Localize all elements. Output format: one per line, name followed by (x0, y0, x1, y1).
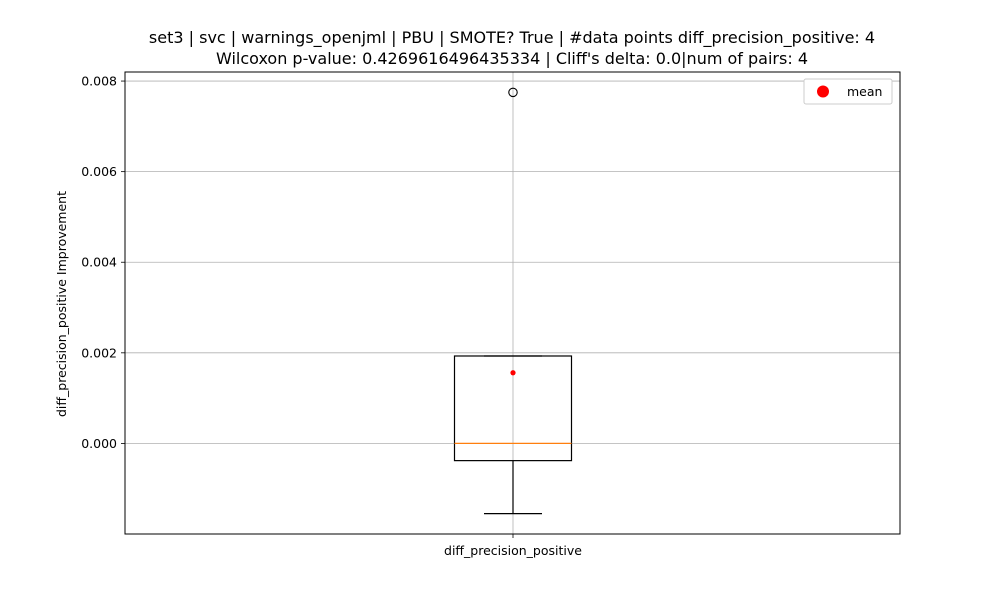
legend-mean-label: mean (847, 84, 882, 99)
chart-title: set3 | svc | warnings_openjml | PBU | SM… (149, 28, 875, 68)
legend: mean (803, 78, 893, 105)
axes-frame (124, 71, 901, 535)
grid-lines (125, 72, 900, 534)
legend-mean-marker (817, 85, 829, 98)
y-tick-label: 0.000 (81, 436, 117, 451)
title-line-1: set3 | svc | warnings_openjml | PBU | SM… (149, 28, 875, 48)
y-tick-label: 0.006 (81, 164, 117, 179)
y-tick-label: 0.004 (81, 255, 117, 270)
mean-point (510, 370, 516, 376)
axes: 0.000 0.002 0.004 0.006 0.008 diff_precision_… (81, 71, 901, 558)
y-axis-label: diff_precision_positive Improvement (54, 191, 69, 417)
outlier-point (508, 87, 518, 98)
legend-frame (803, 78, 893, 105)
title-line-2: Wilcoxon p-value: 0.4269616496435334 | C… (216, 49, 808, 68)
y-tick-label: 0.008 (81, 74, 117, 89)
y-tick-label: 0.002 (81, 345, 117, 360)
iqr-box (453, 355, 573, 462)
x-tick-label: diff_precision_positive (444, 543, 582, 558)
plot-elements (453, 87, 573, 515)
